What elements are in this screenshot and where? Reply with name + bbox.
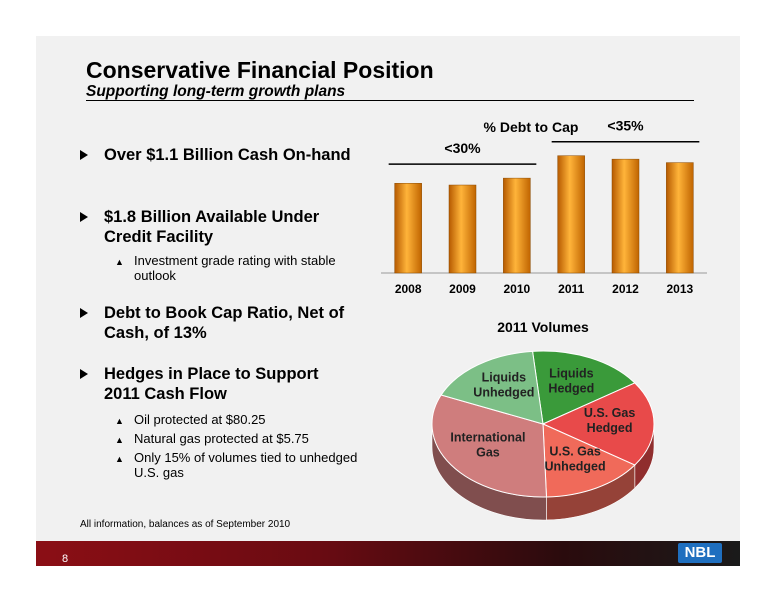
x-tick-label: 2013: [666, 282, 693, 296]
bullet-text: Hedges in Place to Support 2011 Cash Flo…: [104, 365, 319, 403]
pie-slice-label: U.S. Gas Unhedged: [545, 444, 606, 473]
sub-bullet-text: Investment grade rating with stable outl…: [134, 253, 336, 283]
x-tick-label: 2008: [395, 282, 422, 296]
bar-2008: [394, 183, 422, 274]
bar-2010: [503, 177, 531, 274]
bullet-text: $1.8 Billion Available Under Credit Faci…: [104, 208, 320, 246]
x-tick-label: 2011: [558, 282, 584, 296]
pie-slice-label: International Gas: [450, 431, 525, 460]
pie-slice-u-s-gas-unhedged: [542, 423, 636, 498]
pie-slice-liquids-unhedged: [440, 350, 544, 425]
sub-bullet-text: Oil protected at $80.25: [134, 412, 266, 427]
pie-slice-u-s-gas-hedged: [541, 382, 655, 466]
bar-2009: [448, 184, 477, 274]
sub-bullet-gas: ▲ Natural gas protected at $5.75: [115, 431, 355, 447]
sub-bullet-icon: ▲: [115, 416, 124, 426]
bullet-debt-ratio: Debt to Book Cap Ratio, Net of Cash, of …: [80, 303, 360, 345]
bar-2013: [666, 162, 694, 274]
annotation-label: <35%: [607, 118, 644, 134]
pie-slice-label: Liquids Hedged: [548, 366, 594, 395]
bullet-text: Debt to Book Cap Ratio, Net of Cash, of …: [104, 304, 345, 342]
bullet-cash: Over $1.1 Billion Cash On-hand: [80, 145, 360, 187]
sub-bullet-rating: ▲ Investment grade rating with stable ou…: [115, 253, 355, 285]
bullet-hedges: Hedges in Place to Support 2011 Cash Flo…: [80, 364, 360, 406]
footer-bar: [36, 541, 740, 566]
volumes-pie-chart: 2011 Volumes Liquids Hedged U.S. Gas Hedged U…: [431, 319, 655, 521]
sub-bullet-unhedged: ▲ Only 15% of volumes tied to unhedged U…: [115, 450, 357, 482]
sub-bullet-icon: ▲: [115, 454, 124, 464]
sub-bullet-text: Natural gas protected at $5.75: [134, 431, 309, 446]
x-tick-label: 2010: [503, 282, 530, 296]
sub-bullet-icon: ▲: [115, 435, 124, 445]
triangle-bullet-icon: [80, 212, 88, 222]
triangle-bullet-icon: [80, 369, 88, 379]
pie-slice-international-gas: [431, 394, 548, 498]
bullet-text: Over $1.1 Billion Cash On-hand: [104, 146, 351, 164]
footnote: All information, balances as of Septembe…: [80, 519, 291, 530]
nbl-logo: NBL: [678, 543, 722, 563]
bar-chart-title: % Debt to Cap: [484, 119, 579, 135]
slide-subtitle: Supporting long-term growth plans: [86, 83, 346, 100]
page-number: 8: [62, 553, 69, 565]
pie-slice-label: Liquids Unhedged: [473, 371, 534, 400]
pie-slice-liquids-hedged: [531, 350, 636, 425]
sub-bullet-text: Only 15% of volumes tied to unhedged U.S…: [134, 450, 358, 480]
title-divider: [86, 100, 694, 101]
x-tick-label: 2009: [449, 282, 476, 296]
triangle-bullet-icon: [80, 308, 88, 318]
slide-title: Conservative Financial Position: [86, 57, 434, 83]
sub-bullet-icon: ▲: [115, 257, 124, 267]
triangle-bullet-icon: [80, 150, 88, 160]
sub-bullet-oil: ▲ Oil protected at $80.25: [115, 412, 355, 428]
bar-2012: [611, 158, 640, 274]
bullet-credit-facility: $1.8 Billion Available Under Credit Faci…: [80, 207, 360, 249]
bar-2011: [557, 155, 585, 274]
pie-slice-label: U.S. Gas Hedged: [584, 406, 635, 435]
pie-chart-title: 2011 Volumes: [497, 319, 589, 335]
annotation-label: <30%: [444, 140, 481, 156]
debt-to-cap-bar-chart: % Debt to Cap 2008 2009 2010 2011 2012 2013 <30…: [381, 118, 707, 296]
x-tick-label: 2012: [612, 282, 639, 296]
